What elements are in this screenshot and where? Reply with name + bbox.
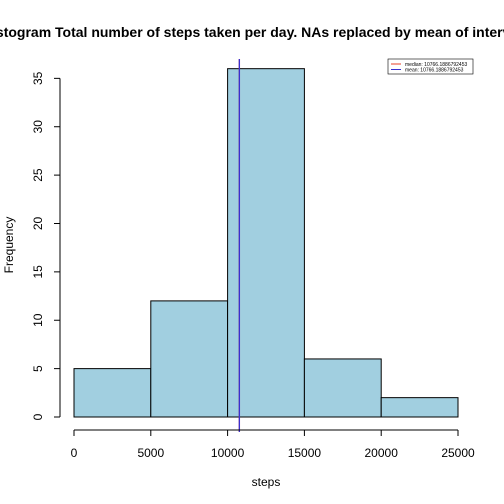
bar-0	[73, 368, 152, 418]
y-axis: 0 5 10 15 20 25 30 35	[31, 71, 61, 420]
x-tick-label-1: 5000	[137, 446, 164, 460]
x-axis-label: steps	[252, 475, 281, 489]
y-axis-label: Frequency	[2, 217, 16, 274]
y-tick-label-6: 30	[31, 120, 45, 134]
chart-title: Histogram Total number of steps taken pe…	[0, 24, 504, 40]
x-tick-label-3: 15000	[288, 446, 322, 460]
y-tick-label-5: 25	[31, 168, 45, 182]
x-tick-label-5: 25000	[441, 446, 475, 460]
y-tick-label-4: 20	[31, 216, 45, 230]
bar-4	[380, 397, 459, 418]
y-tick-label-7: 35	[31, 71, 45, 85]
bar-1	[150, 300, 229, 418]
bar-2	[227, 68, 305, 418]
legend-entry-1: mean: 10766.1886792453	[405, 67, 464, 73]
legend-entry-0: median: 10766.1886792453	[405, 62, 467, 68]
bar-3	[303, 358, 382, 418]
bars-group	[73, 68, 459, 418]
x-tick-label-4: 20000	[365, 446, 399, 460]
x-tick-label-2: 10000	[211, 446, 245, 460]
x-tick-label-0: 0	[71, 446, 78, 460]
x-axis: 0 5000 10000 15000 20000 25000	[71, 429, 475, 460]
legend-box	[387, 58, 474, 75]
y-tick-label-2: 10	[31, 313, 45, 327]
y-tick-label-3: 15	[31, 265, 45, 279]
y-tick-label-0: 0	[31, 413, 45, 420]
y-tick-label-1: 5	[31, 365, 45, 372]
